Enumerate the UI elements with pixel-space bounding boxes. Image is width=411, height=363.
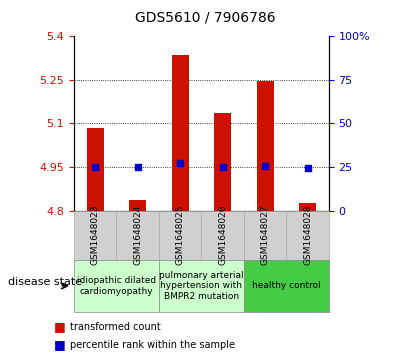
Text: GDS5610 / 7906786: GDS5610 / 7906786 [135,11,276,25]
Text: idiopathic dilated
cardiomyopathy: idiopathic dilated cardiomyopathy [77,276,156,295]
Text: percentile rank within the sample: percentile rank within the sample [70,340,235,351]
Text: GSM1648025: GSM1648025 [175,205,185,265]
Text: GSM1648024: GSM1648024 [133,205,142,265]
Text: pulmonary arterial
hypertension with
BMPR2 mutation: pulmonary arterial hypertension with BMP… [159,271,244,301]
Bar [87,128,104,211]
Text: GSM1648028: GSM1648028 [303,205,312,265]
Bar [172,55,189,211]
Text: GSM1648023: GSM1648023 [91,205,100,265]
Text: GSM1648026: GSM1648026 [218,205,227,265]
Text: transformed count: transformed count [70,322,161,333]
Text: GSM1648027: GSM1648027 [261,205,270,265]
Text: disease state: disease state [8,277,82,287]
Text: ■: ■ [53,338,65,351]
Bar [299,203,316,211]
Bar [256,81,274,211]
Text: ■: ■ [53,320,65,333]
Text: healthy control: healthy control [252,281,321,290]
Bar [129,200,146,211]
Bar [214,113,231,211]
